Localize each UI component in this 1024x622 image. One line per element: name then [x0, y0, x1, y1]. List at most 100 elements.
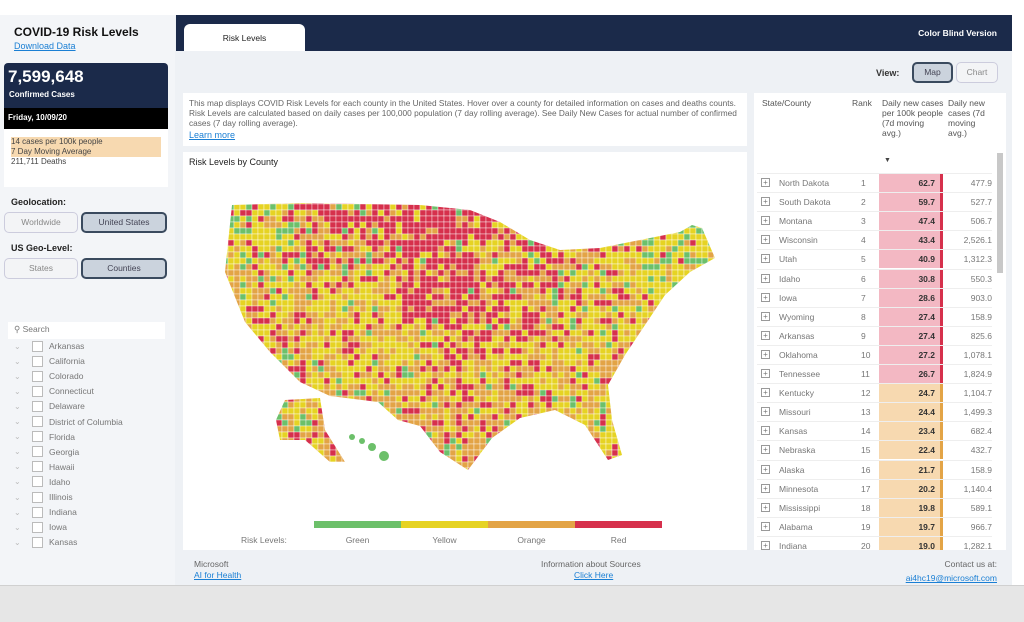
- chevron-down-icon[interactable]: ⌄: [14, 462, 21, 472]
- expand-icon[interactable]: +: [761, 540, 770, 550]
- checkbox[interactable]: [32, 355, 43, 367]
- chevron-down-icon[interactable]: ⌄: [14, 371, 21, 381]
- sources-link[interactable]: Click Here: [574, 570, 614, 580]
- expand-icon[interactable]: +: [761, 369, 770, 378]
- checkbox[interactable]: [32, 536, 43, 548]
- state-list-item[interactable]: ⌄ Connecticut: [14, 384, 94, 398]
- table-row[interactable]: + Wisconsin 4 43.4 2,526.1: [757, 230, 992, 250]
- state-list-item[interactable]: ⌄ Georgia: [14, 445, 79, 459]
- checkbox[interactable]: [32, 340, 43, 352]
- table-row[interactable]: + Minnesota 17 20.2 1,140.4: [757, 478, 992, 498]
- download-data-link[interactable]: Download Data: [14, 41, 76, 51]
- table-row[interactable]: + Kansas 14 23.4 682.4: [757, 421, 992, 441]
- state-list-item[interactable]: ⌄ California: [14, 354, 85, 368]
- search-input[interactable]: ⚲ Search: [8, 322, 165, 339]
- checkbox[interactable]: [32, 461, 43, 473]
- checkbox[interactable]: [32, 370, 43, 382]
- table-row[interactable]: + Alabama 19 19.7 966.7: [757, 516, 992, 536]
- checkbox[interactable]: [32, 446, 43, 458]
- worldwide-button[interactable]: Worldwide: [4, 212, 78, 233]
- expand-icon[interactable]: +: [761, 330, 770, 340]
- table-row[interactable]: + Oklahoma 10 27.2 1,078.1: [757, 344, 992, 364]
- expand-icon[interactable]: +: [761, 311, 770, 321]
- expand-icon[interactable]: +: [761, 216, 770, 226]
- checkbox[interactable]: [32, 476, 43, 488]
- table-row[interactable]: + Nebraska 15 22.4 432.7: [757, 440, 992, 460]
- chevron-down-icon[interactable]: ⌄: [14, 492, 21, 502]
- state-list-item[interactable]: ⌄ Florida: [14, 430, 75, 444]
- chevron-down-icon[interactable]: ⌄: [14, 537, 21, 547]
- header-daily-cases[interactable]: Daily new cases (7d moving avg.): [948, 98, 985, 138]
- chevron-down-icon[interactable]: ⌄: [14, 432, 21, 442]
- table-row[interactable]: + North Dakota 1 62.7 477.9: [757, 173, 992, 192]
- checkbox[interactable]: [32, 491, 43, 503]
- state-list-item[interactable]: ⌄ Colorado: [14, 369, 84, 383]
- header-state[interactable]: State/County: [762, 98, 812, 108]
- expand-icon[interactable]: +: [761, 407, 770, 417]
- chart-view-button[interactable]: Chart: [956, 62, 998, 83]
- chevron-down-icon[interactable]: ⌄: [14, 341, 21, 351]
- expand-icon[interactable]: +: [761, 292, 770, 302]
- state-list-item[interactable]: ⌄ Delaware: [14, 399, 85, 413]
- learn-more-link[interactable]: Learn more: [189, 130, 236, 140]
- state-list-item[interactable]: ⌄ Iowa: [14, 520, 67, 534]
- united-states-button[interactable]: United States: [81, 212, 167, 233]
- table-row[interactable]: + Wyoming 8 27.4 158.9: [757, 306, 992, 326]
- expand-icon[interactable]: +: [761, 426, 770, 436]
- county-map[interactable]: [183, 152, 747, 550]
- counties-button[interactable]: Counties: [81, 258, 167, 279]
- color-blind-version-button[interactable]: Color Blind Version: [918, 28, 997, 38]
- state-list-item[interactable]: ⌄ Idaho: [14, 475, 70, 489]
- expand-icon[interactable]: +: [761, 349, 770, 359]
- states-button[interactable]: States: [4, 258, 78, 279]
- state-list-item[interactable]: ⌄ District of Columbia: [14, 415, 123, 429]
- chevron-down-icon[interactable]: ⌄: [14, 477, 21, 487]
- table-row[interactable]: + Arkansas 9 27.4 825.6: [757, 325, 992, 345]
- table-row[interactable]: + Idaho 6 30.8 550.3: [757, 268, 992, 288]
- expand-icon[interactable]: +: [761, 464, 770, 474]
- expand-icon[interactable]: +: [761, 197, 770, 207]
- chevron-down-icon[interactable]: ⌄: [14, 417, 21, 426]
- state-list-item[interactable]: ⌄ Illinois: [14, 490, 73, 504]
- checkbox[interactable]: [32, 431, 43, 443]
- table-row[interactable]: + Mississippi 18 19.8 589.1: [757, 497, 992, 517]
- table-row[interactable]: + Kentucky 12 24.7 1,104.7: [757, 383, 992, 403]
- expand-icon[interactable]: +: [761, 445, 770, 455]
- expand-icon[interactable]: +: [761, 521, 770, 531]
- map-view-button[interactable]: Map: [912, 62, 953, 83]
- scrollbar[interactable]: [997, 153, 1003, 273]
- checkbox[interactable]: [32, 385, 43, 397]
- state-list-item[interactable]: ⌄ Arkansas: [14, 339, 84, 353]
- expand-icon[interactable]: +: [761, 483, 770, 493]
- header-rank[interactable]: Rank: [852, 98, 872, 108]
- table-row[interactable]: + South Dakota 2 59.7 527.7: [757, 192, 992, 212]
- contact-email-link[interactable]: ai4hc19@microsoft.com: [905, 573, 997, 583]
- chevron-down-icon[interactable]: ⌄: [14, 356, 21, 366]
- expand-icon[interactable]: +: [761, 502, 770, 512]
- ai-for-health-link[interactable]: AI for Health: [194, 570, 242, 580]
- table-row[interactable]: + Alaska 16 21.7 158.9: [757, 459, 992, 479]
- expand-icon[interactable]: +: [761, 178, 770, 187]
- checkbox[interactable]: [32, 400, 43, 412]
- expand-icon[interactable]: +: [761, 388, 770, 398]
- chevron-down-icon[interactable]: ⌄: [14, 447, 21, 457]
- state-list-item[interactable]: ⌄ Hawaii: [14, 460, 75, 474]
- table-row[interactable]: + Montana 3 47.4 506.7: [757, 211, 992, 231]
- chevron-down-icon[interactable]: ⌄: [14, 507, 21, 517]
- expand-icon[interactable]: +: [761, 235, 770, 245]
- chevron-down-icon[interactable]: ⌄: [14, 386, 21, 396]
- expand-icon[interactable]: +: [761, 254, 770, 264]
- checkbox[interactable]: [32, 521, 43, 533]
- chevron-down-icon[interactable]: ⌄: [14, 401, 21, 411]
- header-per-100k[interactable]: Daily new cases per 100k people (7d movi…: [882, 98, 944, 138]
- state-list-item[interactable]: ⌄ Indiana: [14, 505, 77, 519]
- table-row[interactable]: + Iowa 7 28.6 903.0: [757, 287, 992, 307]
- chevron-down-icon[interactable]: ⌄: [14, 522, 21, 532]
- table-row[interactable]: + Indiana 20 19.0 1,282.1: [757, 535, 992, 550]
- checkbox[interactable]: [32, 416, 43, 427]
- state-list-item[interactable]: ⌄ Kansas: [14, 535, 77, 549]
- table-row[interactable]: + Utah 5 40.9 1,312.3: [757, 249, 992, 269]
- checkbox[interactable]: [32, 506, 43, 518]
- expand-icon[interactable]: +: [761, 273, 770, 283]
- table-row[interactable]: + Tennessee 11 26.7 1,824.9: [757, 364, 992, 383]
